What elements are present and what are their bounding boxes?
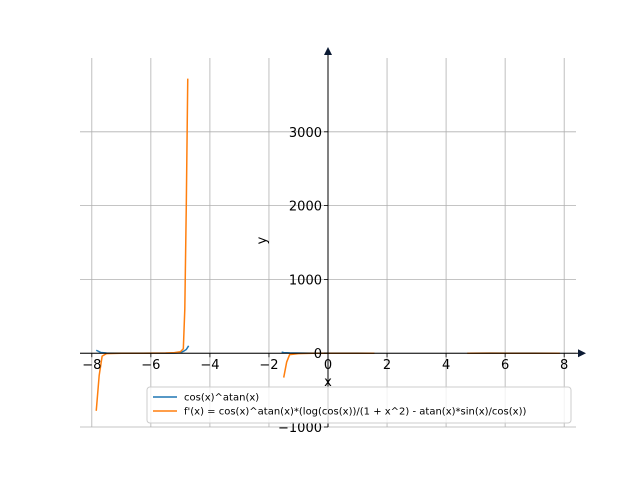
x-tick-label: 4: [442, 358, 450, 373]
legend-box: [146, 386, 572, 424]
y-tick-label: 3000: [289, 126, 322, 141]
x-tick-label: −4: [200, 358, 219, 373]
legend-label-1: f'(x) = cos(x)^atan(x)*(log(cos(x))/(1 +…: [184, 407, 526, 418]
x-tick-label: 8: [560, 358, 568, 373]
axes: [80, 47, 586, 427]
legend-label-0: cos(x)^atan(x): [184, 393, 259, 404]
y-axis-label: y: [255, 236, 270, 244]
legend: cos(x)^atan(x) f'(x) = cos(x)^atan(x)*(lo…: [146, 386, 572, 424]
y-tick-label: 1000: [289, 273, 322, 288]
x-tick-label: −6: [141, 358, 160, 373]
x-tick-label: −2: [259, 358, 278, 373]
x-axis-label: x: [324, 375, 332, 390]
y-axis-arrow-icon: [324, 47, 332, 55]
x-tick-label: 6: [501, 358, 509, 373]
x-tick-label: −8: [82, 358, 101, 373]
ticks: −8 −6 −4 −2 0 2 4 6 8 −1000 0 1000 2000 3000: [82, 126, 568, 436]
y-tick-label: −1000: [278, 421, 322, 436]
x-tick-label: 0: [324, 358, 332, 373]
x-axis-arrow-icon: [578, 349, 586, 358]
x-tick-label: 2: [383, 358, 391, 373]
y-tick-label: 2000: [289, 200, 322, 215]
y-tick-label: 0: [314, 347, 322, 362]
